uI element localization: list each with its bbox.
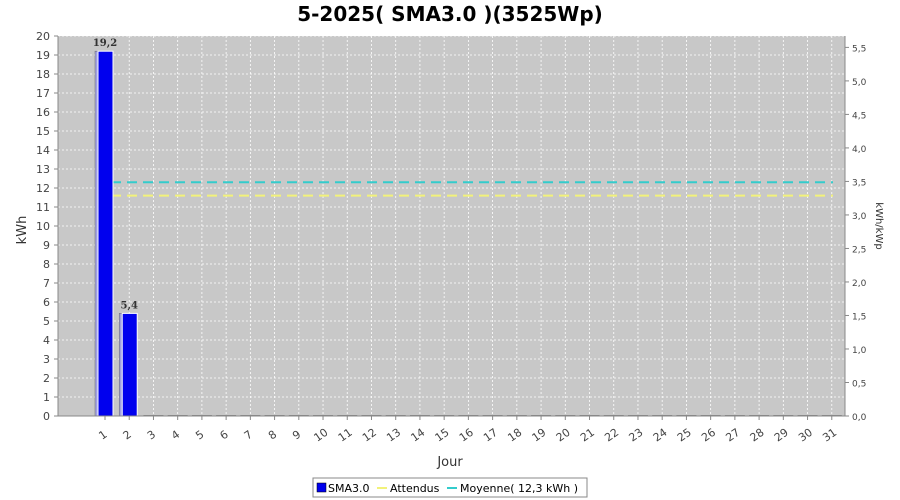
y-tick-label: 13 — [36, 163, 50, 176]
x-tick-label: 18 — [505, 426, 524, 445]
legend-swatch-sma — [316, 482, 327, 493]
x-tick-label: 8 — [266, 428, 279, 443]
x-tick-label: 26 — [699, 426, 718, 445]
y-tick-label: 8 — [43, 258, 50, 271]
x-tick-label: 17 — [481, 426, 500, 445]
y-right-axis-label: kWh/kWp — [873, 202, 884, 249]
x-tick-label: 25 — [675, 426, 694, 445]
y-tick-label: 5 — [43, 315, 50, 328]
y-right-tick-label: 0,5 — [852, 379, 866, 389]
x-tick-label: 7 — [242, 428, 255, 443]
x-tick-label: 5 — [193, 428, 206, 443]
y-tick-label: 3 — [43, 353, 50, 366]
x-tick-label: 4 — [169, 428, 182, 443]
x-tick-label: 28 — [748, 426, 767, 445]
bars: 19,2 5,4 — [93, 38, 842, 417]
x-tick-label: 12 — [360, 426, 379, 445]
x-tick-label: 27 — [723, 426, 742, 445]
bar-data-label: 5,4 — [121, 300, 138, 311]
y-tick-label: 6 — [43, 296, 50, 309]
x-tick-label: 29 — [772, 426, 791, 445]
y-tick-label: 0 — [43, 410, 50, 423]
x-axis-ticks: 1 2 3 4 5 6 7 8 9 10 11 12 13 14 15 16 17 18 19 20 21 22 23 24 2… — [96, 416, 839, 444]
y-tick-label: 18 — [36, 68, 50, 81]
y-tick-label: 15 — [36, 125, 50, 138]
y-tick-label: 16 — [36, 106, 50, 119]
x-tick-label: 2 — [121, 428, 134, 443]
y-right-tick-label: 1,0 — [852, 346, 867, 356]
x-tick-label: 20 — [554, 426, 573, 445]
y-right-tick-label: 1,5 — [852, 312, 866, 322]
x-tick-label: 3 — [145, 428, 158, 443]
y-tick-label: 12 — [36, 182, 50, 195]
x-tick-label: 15 — [433, 426, 452, 445]
y-tick-label: 17 — [36, 87, 50, 100]
x-tick-label: 13 — [384, 426, 403, 445]
x-tick-label: 6 — [218, 428, 231, 443]
y-tick-label: 7 — [43, 277, 50, 290]
bar — [121, 312, 138, 417]
y-tick-label: 1 — [43, 391, 50, 404]
x-tick-label: 23 — [626, 426, 645, 445]
legend-label-attendus: Attendus — [390, 482, 440, 495]
y-right-tick-label: 3,0 — [852, 212, 867, 222]
legend: SMA3.0 Attendus Moyenne( 12,3 kWh ) — [312, 477, 588, 498]
y-right-tick-label: 2,0 — [852, 279, 867, 289]
x-tick-label: 11 — [336, 426, 355, 445]
x-tick-label: 22 — [602, 426, 621, 445]
x-axis-label: Jour — [436, 455, 463, 470]
y-tick-label: 4 — [43, 334, 50, 347]
y-right-tick-label: 3,5 — [852, 178, 866, 188]
bar — [97, 50, 114, 417]
x-tick-label: 14 — [408, 426, 427, 445]
y-right-tick-label: 5,5 — [852, 44, 866, 54]
right-axis-ticks: 0,0 0,5 1,0 1,5 2,0 2,5 3,0 3,5 4,0 4,5 5,0 5,5 — [845, 44, 867, 423]
y-tick-label: 10 — [36, 220, 50, 233]
y-tick-label: 19 — [36, 49, 50, 62]
y-right-tick-label: 2,5 — [852, 245, 866, 255]
y-right-tick-label: 4,0 — [852, 145, 867, 155]
x-tick-label: 21 — [578, 426, 597, 445]
y-tick-label: 11 — [36, 201, 50, 214]
x-tick-label: 9 — [290, 428, 303, 443]
x-tick-label: 1 — [96, 428, 109, 443]
y-axis-label: kWh — [15, 216, 30, 245]
x-tick-label: 24 — [651, 426, 670, 445]
legend-label-sma: SMA3.0 — [328, 482, 370, 495]
x-tick-label: 16 — [457, 426, 476, 445]
y-right-tick-label: 0,0 — [852, 413, 867, 423]
y-tick-label: 2 — [43, 372, 50, 385]
x-tick-label: 19 — [530, 426, 549, 445]
y-right-tick-label: 4,5 — [852, 111, 866, 121]
y-right-tick-label: 5,0 — [852, 78, 867, 88]
bar-data-label: 19,2 — [93, 38, 117, 49]
grid — [58, 35, 845, 416]
y-tick-label: 9 — [43, 239, 50, 252]
y-tick-label: 20 — [36, 30, 50, 43]
x-tick-label: 30 — [796, 426, 815, 445]
x-tick-label: 10 — [312, 426, 331, 445]
legend-label-moyenne: Moyenne( 12,3 kWh ) — [460, 482, 578, 495]
reference-lines — [95, 181, 833, 197]
y-tick-label: 14 — [36, 144, 50, 157]
chart-title: 5-2025( SMA3.0 )(3525Wp) — [297, 2, 603, 26]
x-tick-label: 31 — [820, 426, 839, 445]
